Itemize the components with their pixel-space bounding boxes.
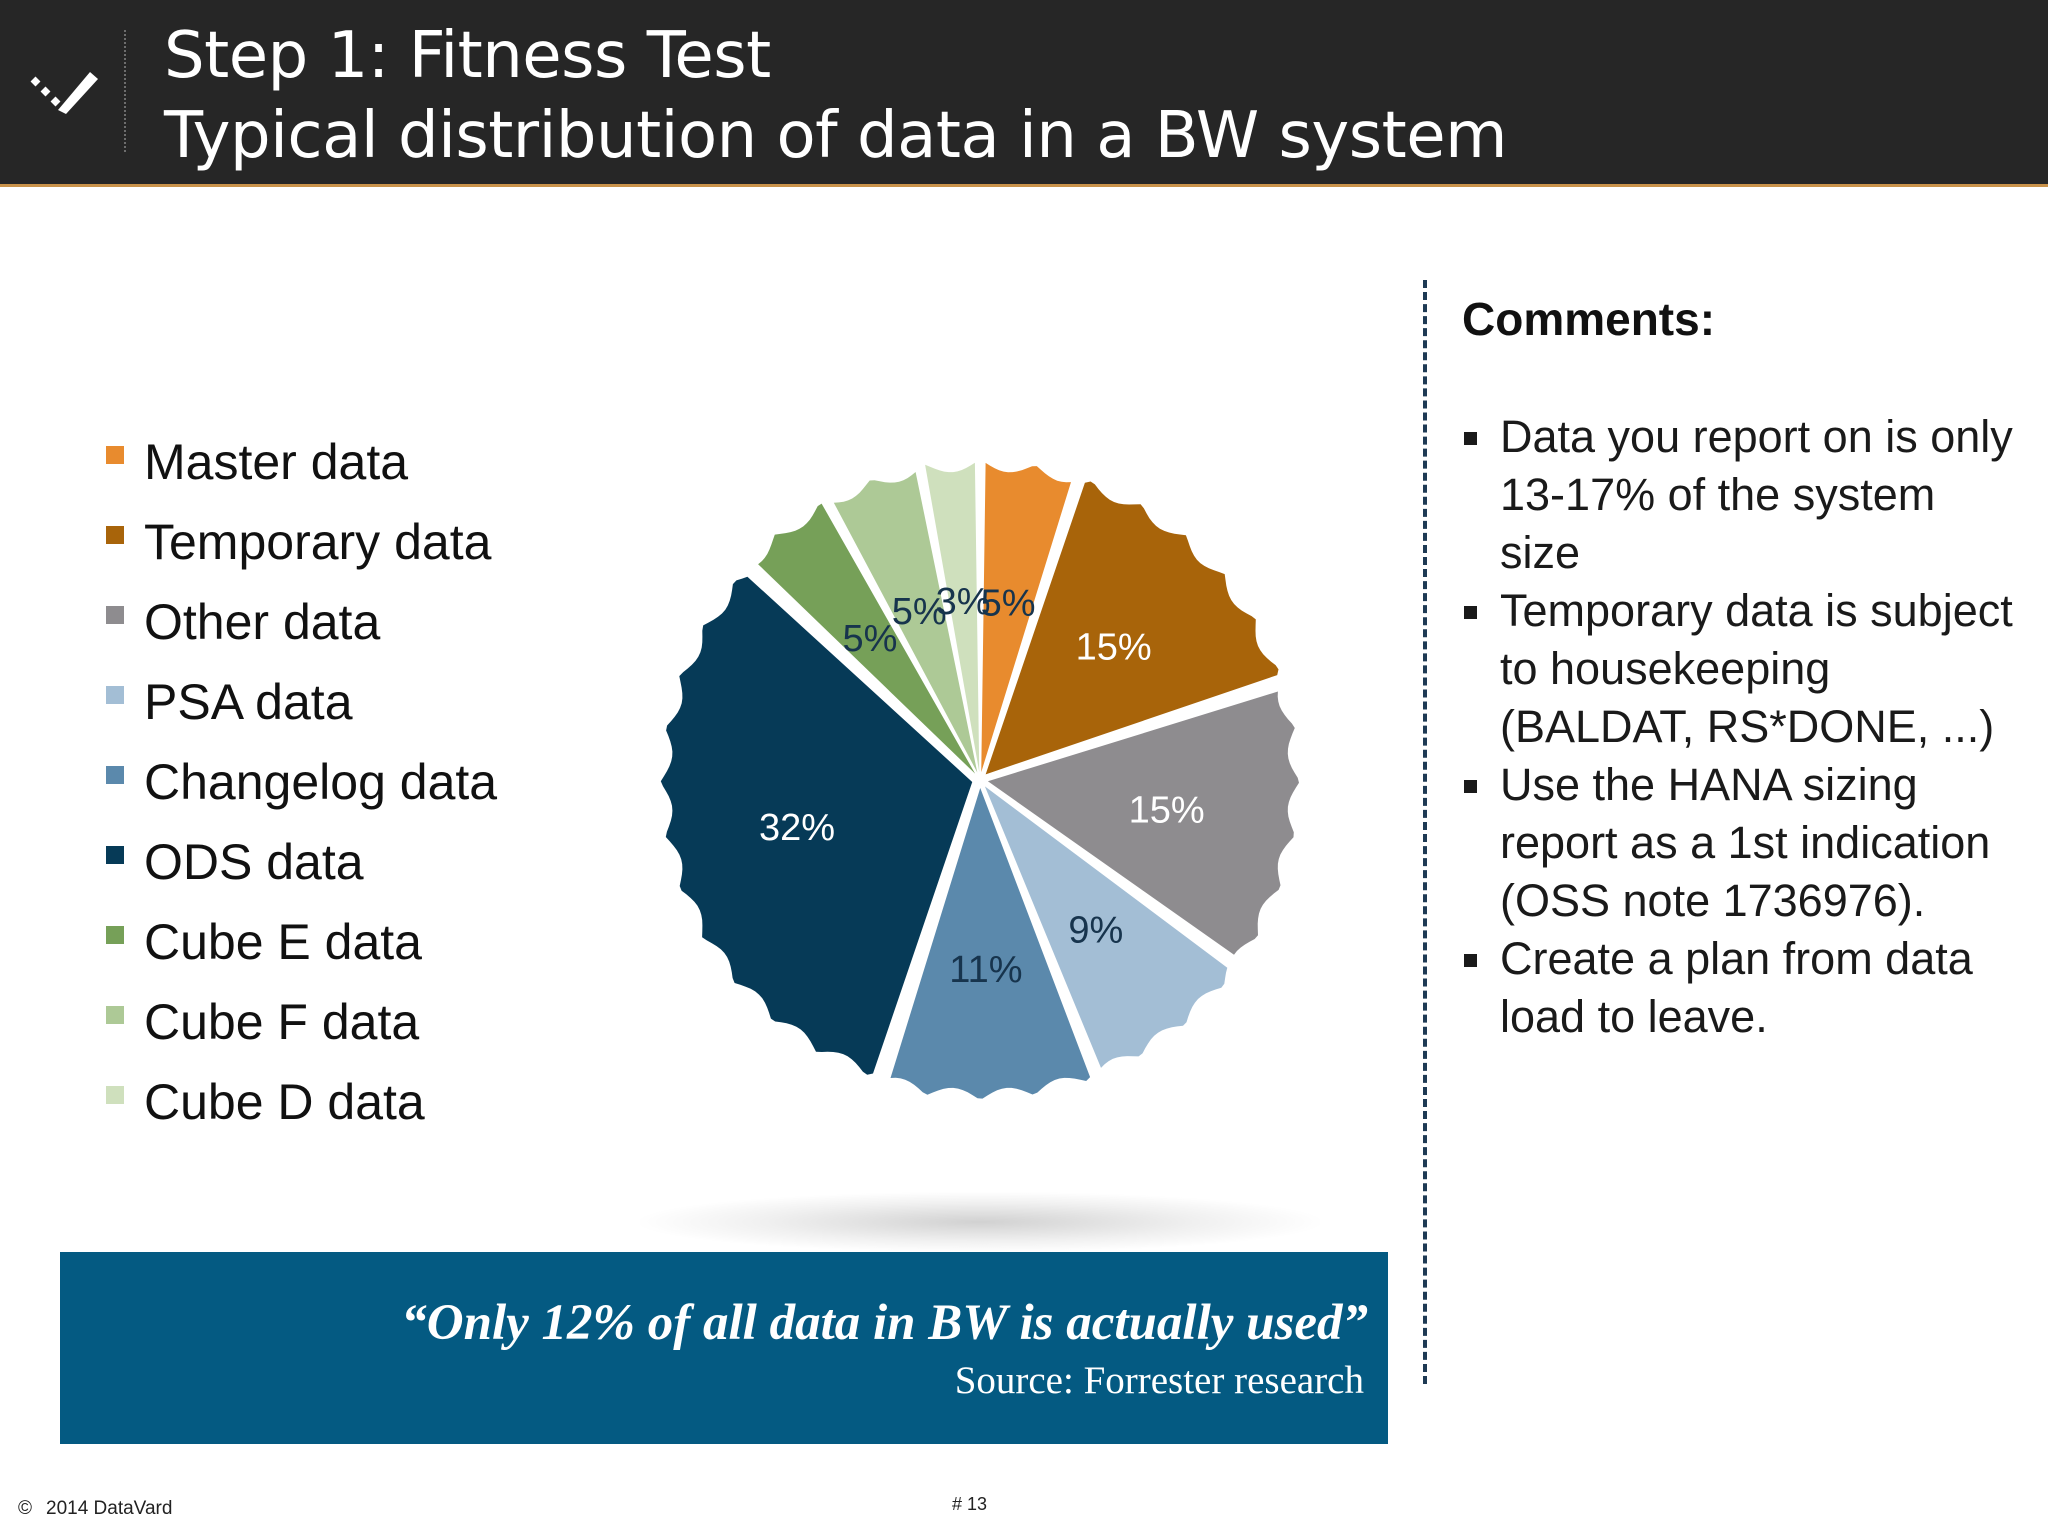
legend-label: Changelog data — [144, 754, 498, 810]
comment-item: Temporary data is subject to housekeepin… — [1462, 582, 2022, 756]
legend-swatch — [106, 926, 124, 944]
copyright-text: 2014 DataVard — [46, 1498, 173, 1519]
page-title: Step 1: Fitness Test Typical distributio… — [164, 16, 1507, 176]
legend-label: Cube F data — [144, 994, 420, 1050]
pie-label: 5% — [842, 618, 897, 660]
logo-divider — [124, 30, 126, 152]
legend-swatch — [106, 446, 124, 464]
comments-title: Comments: — [1462, 293, 1716, 345]
pie-slice-cube-d-data — [925, 462, 980, 773]
comment-item: Create a plan from data load to leave. — [1462, 930, 2022, 1046]
legend-swatch — [106, 1086, 124, 1104]
pie-slice-cube-e-data — [758, 503, 976, 774]
page-number: # 13 — [952, 1494, 988, 1514]
pie-slices — [660, 462, 1299, 1099]
copyright-icon: © — [18, 1498, 32, 1519]
legend-swatch — [106, 1006, 124, 1024]
legend-swatch — [106, 846, 124, 864]
pie-slice-psa-data — [984, 786, 1228, 1068]
footer-copyright: © 2014 DataVard — [18, 1498, 172, 1520]
quote-text: “Only 12% of all data in BW is actually … — [401, 1295, 1368, 1351]
legend-label: PSA data — [144, 674, 353, 730]
chart-shadow — [640, 1192, 1320, 1252]
legend-item-temporary-data: Temporary data — [106, 502, 491, 582]
legend-label: Master data — [144, 434, 409, 490]
title-line-1: Step 1: Fitness Test — [164, 19, 771, 93]
quote-box: “Only 12% of all data in BW is actually … — [60, 1252, 1388, 1444]
vertical-divider — [1423, 280, 1427, 1384]
legend-item-cube-e-data: Cube E data — [106, 902, 422, 982]
legend-item-ods-data: ODS data — [106, 822, 364, 902]
legend-swatch — [106, 606, 124, 624]
legend-item-other-data: Other data — [106, 582, 380, 662]
legend-swatch — [106, 686, 124, 704]
pie-label: 11% — [949, 949, 1022, 991]
pie-label: 15% — [1076, 626, 1152, 668]
pie-label: 5% — [981, 583, 1036, 625]
pie-label: 3% — [936, 581, 991, 623]
title-line-2: Typical distribution of data in a BW sys… — [164, 99, 1507, 173]
legend-item-master-data: Master data — [106, 422, 408, 502]
pie-label: 9% — [1068, 909, 1123, 951]
header-bar: Step 1: Fitness Test Typical distributio… — [0, 0, 2048, 187]
datavard-logo-icon — [30, 72, 98, 114]
pie-labels: 5%15%15%9%11%32%5%5%3% — [759, 581, 1205, 991]
pie-slice-temporary-data — [985, 481, 1279, 775]
legend-label: Cube D data — [144, 1074, 425, 1130]
legend-item-cube-f-data: Cube F data — [106, 982, 419, 1062]
legend-item-changelog-data: Changelog data — [106, 742, 497, 822]
pie-slice-ods-data — [660, 576, 973, 1075]
pie-slice-other-data — [987, 691, 1299, 955]
comment-item: Use the HANA sizing report as a 1st indi… — [1462, 756, 2022, 930]
pie-label: 15% — [1129, 790, 1205, 832]
legend-label: Temporary data — [144, 514, 492, 570]
legend-swatch — [106, 526, 124, 544]
comments-list: Data you report on is only 13-17% of the… — [1462, 408, 2022, 1046]
legend-label: ODS data — [144, 834, 364, 890]
pie-label: 5% — [892, 591, 947, 633]
legend-item-psa-data: PSA data — [106, 662, 353, 742]
legend-item-cube-d-data: Cube D data — [106, 1062, 425, 1142]
pie-slice-changelog-data — [890, 787, 1091, 1099]
pie-chart: 5%15%15%9%11%32%5%5%3% — [660, 462, 1299, 1099]
legend-label: Cube E data — [144, 914, 422, 970]
pie-slice-master-data — [981, 462, 1071, 773]
legend-label: Other data — [144, 594, 381, 650]
pie-label: 32% — [759, 807, 835, 849]
pie-slice-cube-f-data — [833, 472, 978, 773]
comment-item: Data you report on is only 13-17% of the… — [1462, 408, 2022, 582]
quote-source: Source: Forrester research — [954, 1359, 1364, 1402]
legend-swatch — [106, 766, 124, 784]
